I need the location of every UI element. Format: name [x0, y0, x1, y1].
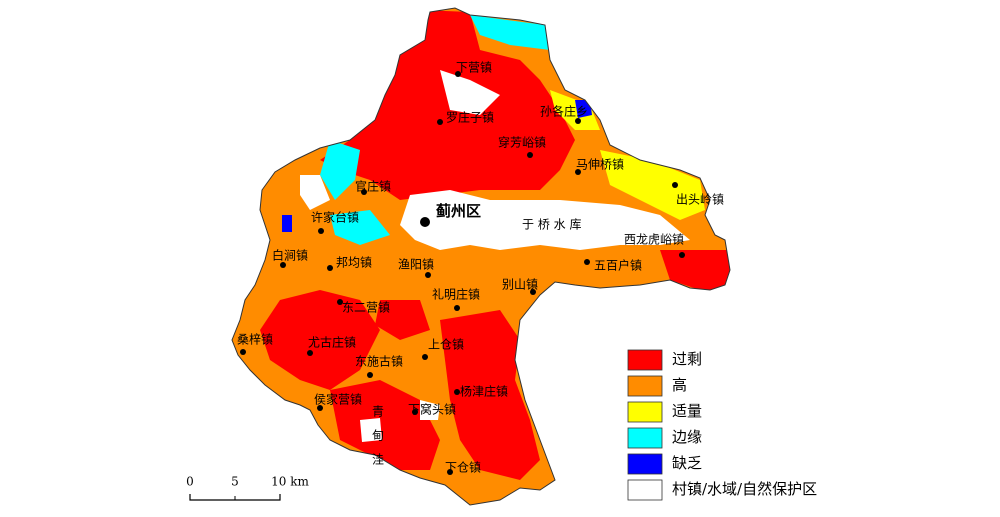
town-dot — [327, 265, 333, 271]
town-dot — [575, 118, 581, 124]
land-cover-patch — [300, 175, 330, 210]
reservoir-label: 于 桥 水 库 — [522, 217, 581, 232]
town-label: 下窝头镇 — [408, 402, 456, 417]
area-label: 青甸洼 — [371, 405, 385, 477]
town-dot — [318, 228, 324, 234]
town-dot — [425, 272, 431, 278]
scale-label: 10 km — [271, 475, 309, 489]
legend-label: 适量 — [672, 402, 702, 420]
land-cover-patch — [440, 310, 540, 480]
town-label: 桑梓镇 — [237, 332, 273, 347]
town-label: 上仓镇 — [428, 338, 464, 352]
legend-label: 高 — [672, 376, 687, 394]
town-dot — [240, 349, 246, 355]
town-dot — [672, 182, 678, 188]
scale-label: 5 — [231, 475, 239, 489]
town-label: 杨津庄镇 — [460, 384, 508, 399]
legend-swatch — [627, 479, 663, 501]
town-label: 侯家营镇 — [314, 392, 362, 407]
town-dot — [527, 152, 533, 158]
legend-swatch — [627, 375, 663, 397]
town-label: 许家台镇 — [311, 210, 359, 225]
town-label: 孙各庄乡 — [540, 104, 588, 119]
town-dot — [575, 169, 581, 175]
town-dot — [361, 189, 367, 195]
town-dot — [454, 305, 460, 311]
legend-swatch — [627, 427, 663, 449]
scale-label: 0 — [186, 475, 194, 489]
town-dot — [455, 71, 461, 77]
land-cover-patch — [330, 210, 390, 245]
land-cover-patch — [420, 400, 440, 420]
town-dot — [337, 299, 343, 305]
land-cover-patch — [600, 150, 705, 220]
legend-swatch — [627, 349, 663, 371]
land-cover-patch — [260, 290, 380, 390]
legend-swatch — [627, 401, 663, 423]
town-label: 下仓镇 — [445, 461, 481, 475]
town-dot — [679, 252, 685, 258]
town-dot — [422, 354, 428, 360]
town-label: 西龙虎峪镇 — [624, 233, 684, 247]
legend-label: 缺乏 — [672, 454, 702, 472]
town-label: 出头岭镇 — [676, 193, 724, 207]
land-cover-patch — [660, 250, 730, 290]
town-dot — [584, 259, 590, 265]
town-label: 罗庄子镇 — [446, 110, 494, 125]
town-dot — [420, 217, 430, 227]
legend-label: 过剩 — [672, 350, 702, 368]
legend-swatch — [627, 453, 663, 475]
land-cover-patch — [360, 418, 382, 442]
town-dot — [307, 350, 313, 356]
land-cover-patch — [440, 70, 500, 115]
town-dot — [280, 262, 286, 268]
town-label: 下营镇 — [456, 61, 492, 75]
land-cover-patch — [375, 300, 430, 340]
town-dot — [447, 469, 453, 475]
land-cover-patch — [550, 90, 600, 130]
town-label: 五百户镇 — [594, 258, 642, 273]
town-label: 邦均镇 — [336, 256, 372, 270]
district-label: 蓟州区 — [435, 202, 481, 220]
land-cover-patch — [282, 215, 292, 232]
town-dot — [412, 409, 418, 415]
land-cover-patch — [330, 380, 440, 470]
land-cover-patch — [320, 10, 575, 200]
county-boundary — [231, 7, 731, 506]
land-cover-patch — [400, 190, 690, 250]
town-dot — [437, 119, 443, 125]
town-dot — [317, 405, 323, 411]
land-cover-patch — [320, 140, 360, 200]
town-label: 白涧镇 — [272, 248, 308, 263]
town-label: 尤古庄镇 — [308, 335, 356, 350]
town-label: 东施古镇 — [355, 354, 403, 369]
town-dot — [530, 289, 536, 295]
town-label: 东二营镇 — [342, 301, 390, 315]
town-label: 渔阳镇 — [398, 258, 434, 272]
legend-label: 村镇/水域/自然保护区 — [672, 480, 817, 498]
town-label: 别山镇 — [502, 278, 538, 292]
scale-bar: 0 5 10 km — [186, 475, 309, 501]
town-label: 官庄镇 — [355, 179, 391, 194]
land-cover-patch — [470, 15, 550, 50]
town-dot — [454, 389, 460, 395]
town-dot — [367, 372, 373, 378]
legend-label: 边缘 — [672, 428, 702, 446]
town-label: 马伸桥镇 — [576, 158, 624, 172]
town-label: 穿芳峪镇 — [498, 135, 546, 150]
town-label: 礼明庄镇 — [432, 287, 480, 302]
